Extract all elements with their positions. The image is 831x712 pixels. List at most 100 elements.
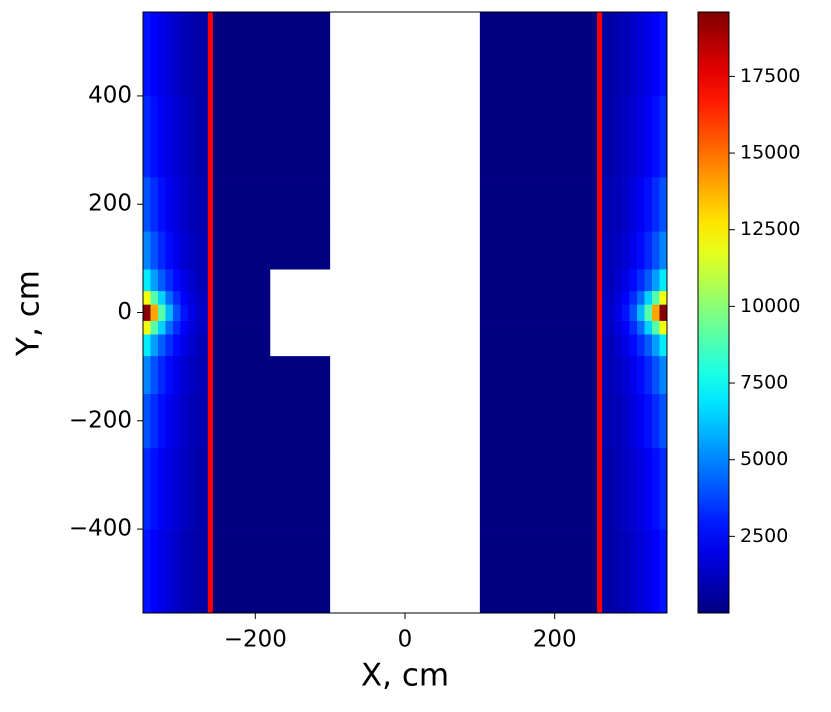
- heatmap-cell: [479, 447, 541, 530]
- heatmap-cell: [569, 269, 600, 292]
- heatmap-cell: [614, 12, 623, 97]
- heatmap-cell: [143, 320, 151, 335]
- colorbar-tick-label: 5000: [740, 448, 788, 470]
- heatmap-cell: [614, 447, 623, 530]
- heatmap-cell: [195, 304, 211, 321]
- heatmap-cell: [614, 334, 623, 357]
- heatmap-cell: [652, 320, 660, 335]
- heatmap-cell: [637, 290, 645, 305]
- heatmap-cell: [210, 177, 241, 232]
- heatmap-cell: [195, 320, 211, 335]
- heatmap-cell: [195, 447, 211, 530]
- heatmap-cell: [240, 393, 271, 449]
- heatmap-cell: [157, 12, 166, 97]
- heatmap-cell: [614, 177, 623, 232]
- colorbar-tick-label: 2500: [740, 525, 788, 547]
- heatmap-cell: [652, 95, 660, 178]
- heatmap-cell: [210, 334, 241, 357]
- heatmap-cell: [165, 447, 174, 530]
- heatmap-cell: [150, 320, 159, 335]
- heatmap-cell: [150, 355, 159, 395]
- overlay: −200 0 200 −400 −200 0 200 400: [69, 11, 668, 653]
- heatmap-cell: [195, 393, 211, 449]
- heatmap-cell: [652, 393, 660, 449]
- heatmap-cell: [479, 529, 541, 614]
- heatmap-cell: [172, 334, 181, 357]
- heatmap-cell: [637, 355, 645, 395]
- heatmap-cell: [629, 231, 638, 270]
- heatmap-cell: [614, 355, 623, 395]
- heatmap-cell: [150, 95, 159, 178]
- heatmap-cell: [539, 177, 570, 232]
- heatmap-cell: [270, 447, 331, 530]
- heatmap-cell: [622, 12, 630, 97]
- heatmap-cell: [539, 95, 570, 178]
- heatmap-cell: [172, 355, 181, 395]
- heatmap-cell: [652, 334, 660, 357]
- heatmap-cell: [622, 95, 630, 178]
- heatmap-cell: [157, 231, 166, 270]
- heatmap-cell: [187, 320, 196, 335]
- x-axis-label: X, cm: [361, 658, 449, 694]
- heatmap-cell: [165, 355, 174, 395]
- heatmap-cell: [157, 447, 166, 530]
- heatmap-cell: [165, 95, 174, 178]
- heatmap-cell: [652, 12, 660, 97]
- heatmap-cell: [165, 320, 174, 335]
- heatmap-cell: [539, 231, 570, 270]
- heatmap-cell: [539, 290, 570, 305]
- heatmap-cell: [539, 12, 570, 97]
- heatmap-cell: [180, 529, 189, 614]
- heatmap-cell: [539, 269, 570, 292]
- heatmap-cell: [172, 231, 181, 270]
- heatmap-cell: [479, 12, 541, 97]
- heatmap-cell: [644, 231, 653, 270]
- heatmap-cell: [599, 290, 615, 305]
- heatmap-cell: [180, 231, 189, 270]
- heatmap-cell: [143, 529, 151, 614]
- heatmap-cell: [539, 355, 570, 395]
- heatmap-cell: [150, 231, 159, 270]
- heatmap-cell: [569, 177, 600, 232]
- heatmap-cell: [210, 231, 241, 270]
- heatmap-cell: [210, 269, 241, 292]
- heatmap-cell: [652, 529, 660, 614]
- heatmap-cell: [659, 304, 668, 321]
- heatmap-cell: [330, 447, 481, 530]
- heatmap-cell: [270, 290, 331, 305]
- heatmap-cell: [240, 12, 271, 97]
- heatmap-cell: [165, 12, 174, 97]
- heatmap-cell: [165, 177, 174, 232]
- heatmap-cell: [599, 529, 615, 614]
- colorbar-tick-label: 7500: [740, 372, 788, 394]
- heatmap-cell: [622, 290, 630, 305]
- heatmap-cell: [150, 12, 159, 97]
- heatmap-cell: [270, 529, 331, 614]
- heatmap-cell: [187, 334, 196, 357]
- heatmap-cell: [270, 304, 331, 321]
- heatmap-cell: [240, 95, 271, 178]
- heatmap-cell: [614, 269, 623, 292]
- heatmap-cell: [187, 447, 196, 530]
- heatmap-cell: [187, 304, 196, 321]
- heatmap-cell: [569, 12, 600, 97]
- heatmap-cell: [614, 393, 623, 449]
- heatmap-cell: [614, 304, 623, 321]
- heatmap-cell: [652, 177, 660, 232]
- heatmap-cell: [330, 95, 481, 178]
- heatmap-cell: [614, 231, 623, 270]
- heatmap-cell: [569, 447, 600, 530]
- heatmap-cell: [330, 12, 481, 97]
- heatmap-cell: [270, 12, 331, 97]
- heatmap-cell: [539, 304, 570, 321]
- heatmap-cell: [629, 290, 638, 305]
- heatmap-cell: [479, 304, 541, 321]
- heatmap-cell: [637, 447, 645, 530]
- heatmap-cell: [652, 304, 660, 321]
- heatmap-cell: [330, 529, 481, 614]
- heatmap-cell: [637, 334, 645, 357]
- heatmap-cell: [539, 334, 570, 357]
- heatmap-cell: [210, 304, 241, 321]
- heatmap-cell: [330, 320, 481, 335]
